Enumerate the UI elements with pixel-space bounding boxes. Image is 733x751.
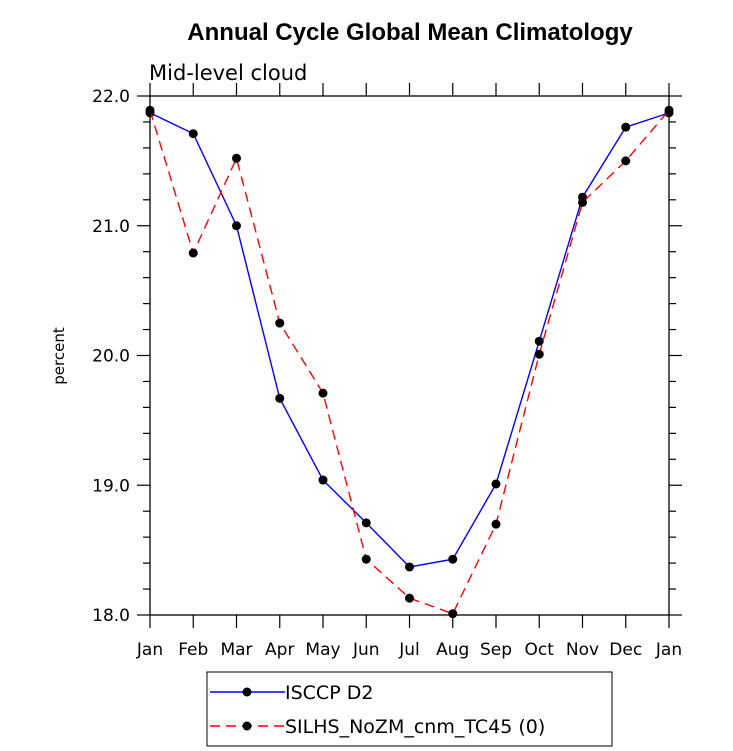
x-tick-label: Dec <box>609 640 642 660</box>
series-1 <box>145 108 674 572</box>
data-point <box>232 153 241 163</box>
legend-marker <box>242 721 252 731</box>
x-tick-label: Jan <box>655 640 682 660</box>
data-point <box>188 129 198 139</box>
x-tick-label: Nov <box>566 640 599 660</box>
series-2 <box>145 105 674 619</box>
y-axis-label: percent <box>50 327 68 385</box>
data-point <box>448 609 458 619</box>
data-point <box>621 122 631 132</box>
plot-frame <box>149 95 670 616</box>
data-point <box>621 156 631 166</box>
data-point <box>534 336 544 346</box>
legend-marker <box>242 687 252 697</box>
data-point <box>232 221 241 231</box>
data-point <box>448 554 458 564</box>
data-point <box>664 105 674 115</box>
x-tick-label: Sep <box>480 640 512 660</box>
x-tick-label: Apr <box>265 640 294 660</box>
chart-subtitle: Mid-level cloud <box>149 61 307 85</box>
data-point <box>405 593 414 603</box>
data-point <box>534 349 544 359</box>
x-tick-label: Feb <box>178 640 208 660</box>
x-tick-label: Oct <box>525 640 555 660</box>
data-point <box>578 197 587 207</box>
series-line <box>149 109 670 615</box>
legend-label: ISCCP D2 <box>285 682 373 704</box>
data-point <box>275 393 285 403</box>
series-line <box>149 112 670 568</box>
legend-label: SILHS_NoZM_cnm_TC45 (0) <box>285 716 545 738</box>
data-point <box>361 554 371 564</box>
data-point <box>318 388 328 398</box>
data-point <box>318 475 328 485</box>
y-tick-label: 22.0 <box>92 87 130 107</box>
x-tick-label: May <box>305 640 340 660</box>
data-point <box>361 518 371 528</box>
data-point <box>491 519 501 529</box>
x-tick-label: Jul <box>398 640 420 660</box>
data-point <box>405 562 414 572</box>
legend: ISCCP D2 SILHS_NoZM_cnm_TC45 (0) <box>206 671 613 747</box>
legend-box <box>206 671 613 747</box>
data-point <box>491 479 501 489</box>
x-tick-label: Jun <box>352 640 380 660</box>
data-point <box>275 318 285 328</box>
data-point <box>188 248 198 258</box>
x-tick-label: Jan <box>136 640 163 660</box>
x-tick-label: Mar <box>220 640 252 660</box>
data-point <box>145 105 155 115</box>
y-tick-label: 20.0 <box>92 347 130 367</box>
y-tick-label: 19.0 <box>92 476 130 496</box>
y-tick-label: 21.0 <box>92 217 130 237</box>
chart-title: Annual Cycle Global Mean Climatology <box>187 19 633 46</box>
series-layer <box>145 105 674 619</box>
axes: 18.0 19.0 20.0 21.0 22.0 Jan Feb Mar Apr May Jun Ju… <box>92 83 682 660</box>
y-tick-label: 18.0 <box>92 606 130 626</box>
x-tick-label: Aug <box>436 640 469 660</box>
